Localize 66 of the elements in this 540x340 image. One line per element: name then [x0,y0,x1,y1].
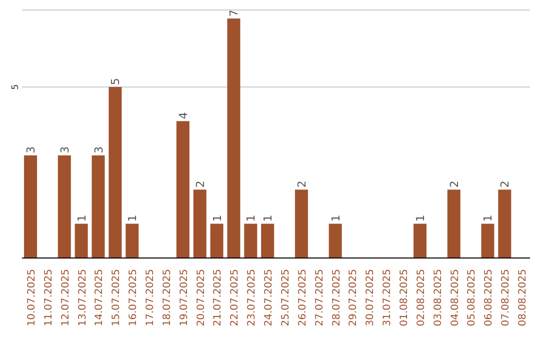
bar [74,224,88,258]
data-label: 2 [295,180,308,188]
x-tick-label: 31.07.2025 [382,269,394,326]
data-label: 1 [210,214,224,222]
x-tick-label: 20.07.2025 [196,269,207,326]
bar [210,224,224,258]
x-tick-label: 22.07.2025 [230,269,241,326]
x-tick-label: 18.07.2025 [162,269,173,326]
x-tick-label: 26.07.2025 [297,269,308,326]
data-label: 7 [228,10,241,17]
bar [108,86,122,258]
x-tick-label: 21.07.2025 [212,269,224,326]
bar [328,224,342,258]
x-tick-label: 29.07.2025 [348,269,360,326]
bar [414,224,426,258]
bar [126,224,139,258]
x-tick-label: 03.08.2025 [432,269,444,326]
bar [294,190,308,258]
x-tick-label: 15.07.2025 [111,269,122,326]
x-tick-label: 24.07.2025 [264,269,275,326]
data-label: 3 [58,146,72,154]
x-tick-label: 23.07.2025 [246,269,258,326]
x-tick-label: 08.08.2025 [518,269,529,326]
bar [447,190,460,258]
bar [244,224,258,258]
x-tick-label: 14.07.2025 [94,269,106,326]
x-tick-label: 16.07.2025 [128,269,140,326]
x-tick-label: 27.07.2025 [314,269,326,326]
data-label: 4 [176,112,190,120]
x-tick-label: 01.08.2025 [399,269,410,326]
x-tick-label: 06.08.2025 [484,269,495,326]
x-tick-label: 17.07.2025 [145,269,156,326]
data-label: 2 [448,180,461,188]
bar [498,190,512,258]
x-tick-label: 30.07.2025 [365,269,376,326]
data-label: 3 [92,146,106,154]
bar [58,155,71,258]
x-tick-label: 07.08.2025 [500,269,512,326]
x-tick-label: 05.08.2025 [466,269,478,326]
data-label: 2 [194,180,207,188]
x-tick-label: 13.07.2025 [77,269,88,326]
data-label: 1 [126,214,140,222]
data-label: 1 [244,214,258,222]
data-label: 2 [498,180,512,188]
data-label: 1 [414,214,427,222]
bar [24,155,38,258]
bar [176,121,190,258]
data-label: 3 [24,146,38,154]
bar [227,18,240,258]
x-tick-label: 12.07.2025 [60,269,72,326]
x-tick-label: 28.07.2025 [331,269,342,326]
data-label: 5 [109,78,122,85]
data-label: 1 [482,214,495,222]
x-tick-label: 10.07.2025 [26,269,38,326]
x-tick-label: 19.07.2025 [178,269,190,326]
bar [92,155,105,258]
x-tick-label: 02.08.2025 [416,269,427,326]
data-label: 1 [262,214,275,222]
bar [481,224,494,258]
data-label: 1 [75,214,88,222]
x-tick-label: 25.07.2025 [280,269,292,326]
x-tick-label: 11.07.2025 [43,269,54,326]
data-label: 1 [329,214,342,222]
x-tick-label: 04.08.2025 [450,269,461,326]
bar [193,190,206,258]
bar [261,224,274,258]
